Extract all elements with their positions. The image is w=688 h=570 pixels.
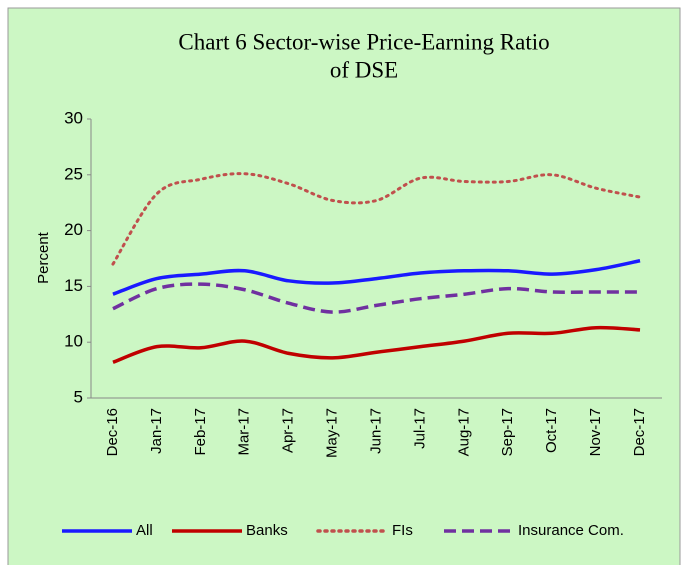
y-tick-label: 10 [64, 332, 83, 351]
x-tick-label: Apr-17 [280, 408, 297, 453]
x-tick-label: Mar-17 [236, 408, 253, 456]
x-tick-label: May-17 [324, 408, 341, 458]
series-line [111, 172, 642, 266]
x-tick-label: Oct-17 [543, 408, 560, 453]
legend-label: Banks [246, 522, 288, 539]
y-tick-label: 5 [74, 387, 83, 406]
x-tick-label: Feb-17 [192, 408, 209, 456]
legend-label: All [136, 522, 153, 539]
x-tick-label: Aug-17 [455, 408, 472, 456]
y-tick-label: 15 [64, 276, 83, 295]
legend-label: FIs [392, 522, 413, 539]
x-tick-label: Sep-17 [499, 408, 516, 456]
chart-background [7, 7, 681, 570]
series-line [112, 282, 641, 314]
y-tick-label: 20 [64, 220, 83, 239]
y-axis-label: Percent [35, 231, 52, 284]
chart-title: of DSE [330, 57, 398, 82]
x-tick-label: Nov-17 [587, 408, 604, 456]
chart-title: Chart 6 Sector-wise Price-Earning Ratio [178, 29, 549, 54]
y-tick-label: 25 [64, 164, 83, 183]
series-line [112, 259, 641, 296]
x-tick-label: Dec-16 [104, 408, 121, 456]
x-tick-label: Jan-17 [148, 408, 165, 454]
y-tick-label: 30 [64, 108, 83, 127]
series-line [112, 325, 641, 364]
x-tick-label: Jun-17 [367, 408, 384, 454]
legend-label: Insurance Com. [518, 522, 624, 539]
x-tick-label: Dec-17 [631, 408, 648, 456]
x-tick-label: Jul-17 [411, 408, 428, 449]
